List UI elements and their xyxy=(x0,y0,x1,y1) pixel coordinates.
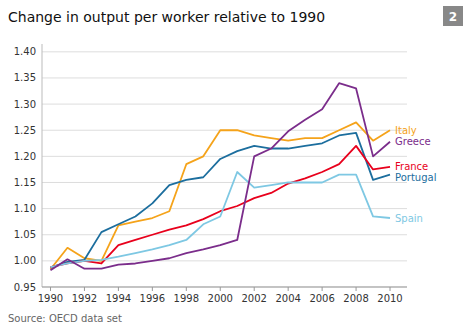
x-tick xyxy=(50,287,51,291)
x-tick-label: 2002 xyxy=(241,293,266,304)
x-axis-line xyxy=(42,287,407,288)
x-tick xyxy=(390,287,391,291)
grid-line xyxy=(42,182,407,183)
series-label: France xyxy=(395,161,428,172)
series-label: Portugal xyxy=(395,172,436,183)
y-tick-label: 1.05 xyxy=(14,229,36,240)
series-line xyxy=(50,133,390,268)
x-tick xyxy=(254,287,255,291)
x-tick xyxy=(220,287,221,291)
grid-line xyxy=(42,234,407,235)
x-tick xyxy=(322,287,323,291)
series-line xyxy=(50,122,390,269)
figure-badge: 2 xyxy=(443,6,463,26)
y-tick-label: 1.35 xyxy=(14,72,36,83)
y-axis-line xyxy=(42,44,43,287)
figure-number: 2 xyxy=(449,10,457,24)
badge-box xyxy=(443,6,463,26)
x-tick xyxy=(118,287,119,291)
x-tick-label: 2006 xyxy=(309,293,334,304)
series-label: Italy xyxy=(395,125,417,136)
x-tick xyxy=(186,287,187,291)
grid-line xyxy=(42,104,407,105)
x-tick-label: 2010 xyxy=(377,293,402,304)
grid-line xyxy=(42,287,407,288)
chart: Change in output per worker relative to … xyxy=(0,0,469,329)
grid-line xyxy=(42,51,407,52)
x-tick-label: 1996 xyxy=(140,293,165,304)
series-labels: ItalyGreece FrancePortugal Spain xyxy=(395,125,436,224)
series-label: Greece xyxy=(395,136,431,147)
x-tick-label: 1998 xyxy=(174,293,199,304)
x-tick-label: 2008 xyxy=(343,293,368,304)
x-tick-label: 1992 xyxy=(72,293,97,304)
x-tick xyxy=(356,287,357,291)
y-tick-label: 1.20 xyxy=(14,151,36,162)
y-tick-label: 1.30 xyxy=(14,99,36,110)
title: Change in output per worker relative to … xyxy=(8,9,325,25)
x-axis: 1990 1992 1994 1996 1998 2000 2002 2004 2006 2008… xyxy=(38,287,407,304)
series-label: Spain xyxy=(395,213,423,224)
y-tick-label: 1.00 xyxy=(14,255,36,266)
x-tick xyxy=(152,287,153,291)
y-tick-label: 1.25 xyxy=(14,125,36,136)
series-line xyxy=(50,172,390,267)
y-tick-label: 1.10 xyxy=(14,203,36,214)
x-tick-label: 1994 xyxy=(106,293,131,304)
y-tick-label: 0.95 xyxy=(14,282,36,293)
x-tick-label: 1990 xyxy=(38,293,63,304)
y-tick-label: 1.15 xyxy=(14,177,36,188)
x-tick-label: 2004 xyxy=(275,293,300,304)
series-line xyxy=(50,146,390,267)
series-line xyxy=(50,83,390,270)
source: Source: OECD data set xyxy=(8,313,122,324)
grid-line xyxy=(42,208,407,209)
x-tick xyxy=(288,287,289,291)
x-tick-label: 2000 xyxy=(208,293,233,304)
y-axis: 0.95 1.00 1.05 1.10 1.15 1.20 1.25 1.30 1.35 1.40 xyxy=(14,44,407,293)
y-tick-label: 1.40 xyxy=(14,46,36,57)
x-tick xyxy=(84,287,85,291)
grid-line xyxy=(42,77,407,78)
lines xyxy=(50,83,390,270)
